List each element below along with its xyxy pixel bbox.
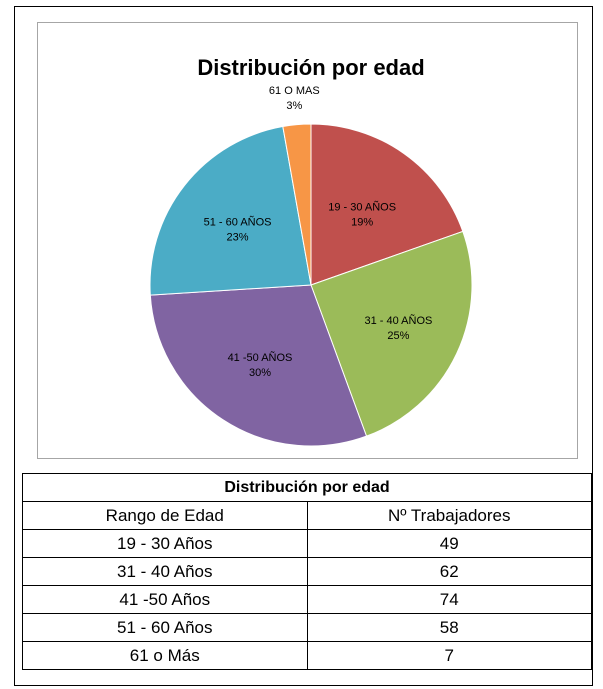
pie-slice (149, 284, 368, 447)
chart-area: Distribución por edad 19 - 30 AÑOS 19% 31 … (37, 22, 578, 459)
slice-label: 41 -50 AÑOS (228, 351, 293, 364)
data-table: Distribución por edad Rango de Edad Nº T… (22, 473, 592, 670)
slice-label: 61 O MAS (269, 85, 320, 97)
table-row: 41 -50 Años 74 (22, 585, 592, 614)
slice-percent: 25% (387, 330, 409, 342)
table-row: 61 o Más 7 (22, 641, 592, 670)
pie-slice (282, 123, 312, 286)
pie-slice (310, 230, 473, 437)
cell-range: 19 - 30 Años (22, 529, 308, 558)
cell-range: 61 o Más (22, 641, 308, 670)
table-header-row: Rango de Edad Nº Trabajadores (22, 501, 592, 530)
pie-slices (149, 123, 473, 447)
header-range: Rango de Edad (22, 501, 308, 530)
cell-workers: 58 (306, 613, 592, 642)
table-row: 51 - 60 Años 58 (22, 613, 592, 642)
pie-labels: 19 - 30 AÑOS 19% 31 - 40 AÑOS 25% 41 -50 AÑO… (204, 85, 433, 379)
cell-range: 41 -50 Años (22, 585, 308, 614)
pie-slice (149, 125, 312, 296)
cell-workers: 74 (306, 585, 592, 614)
cell-workers: 62 (306, 557, 592, 586)
cell-workers: 49 (306, 529, 592, 558)
slice-label: 31 - 40 AÑOS (364, 314, 432, 327)
header-workers: Nº Trabajadores (306, 501, 592, 530)
slice-percent: 19% (351, 217, 373, 229)
chart-title: Distribución por edad (197, 55, 424, 80)
slice-percent: 30% (249, 367, 271, 379)
slice-percent: 23% (227, 231, 249, 243)
cell-range: 51 - 60 Años (22, 613, 308, 642)
table-row: 19 - 30 Años 49 (22, 529, 592, 558)
slice-label: 51 - 60 AÑOS (204, 215, 272, 228)
table-row: 31 - 40 Años 62 (22, 557, 592, 586)
pie-chart: Distribución por edad 19 - 30 AÑOS 19% 31 … (149, 55, 473, 447)
cell-range: 31 - 40 Años (22, 557, 308, 586)
slice-percent: 3% (286, 100, 302, 112)
cell-workers: 7 (306, 641, 592, 670)
table-title: Distribución por edad (22, 473, 592, 502)
slice-label: 19 - 30 AÑOS (328, 201, 396, 214)
